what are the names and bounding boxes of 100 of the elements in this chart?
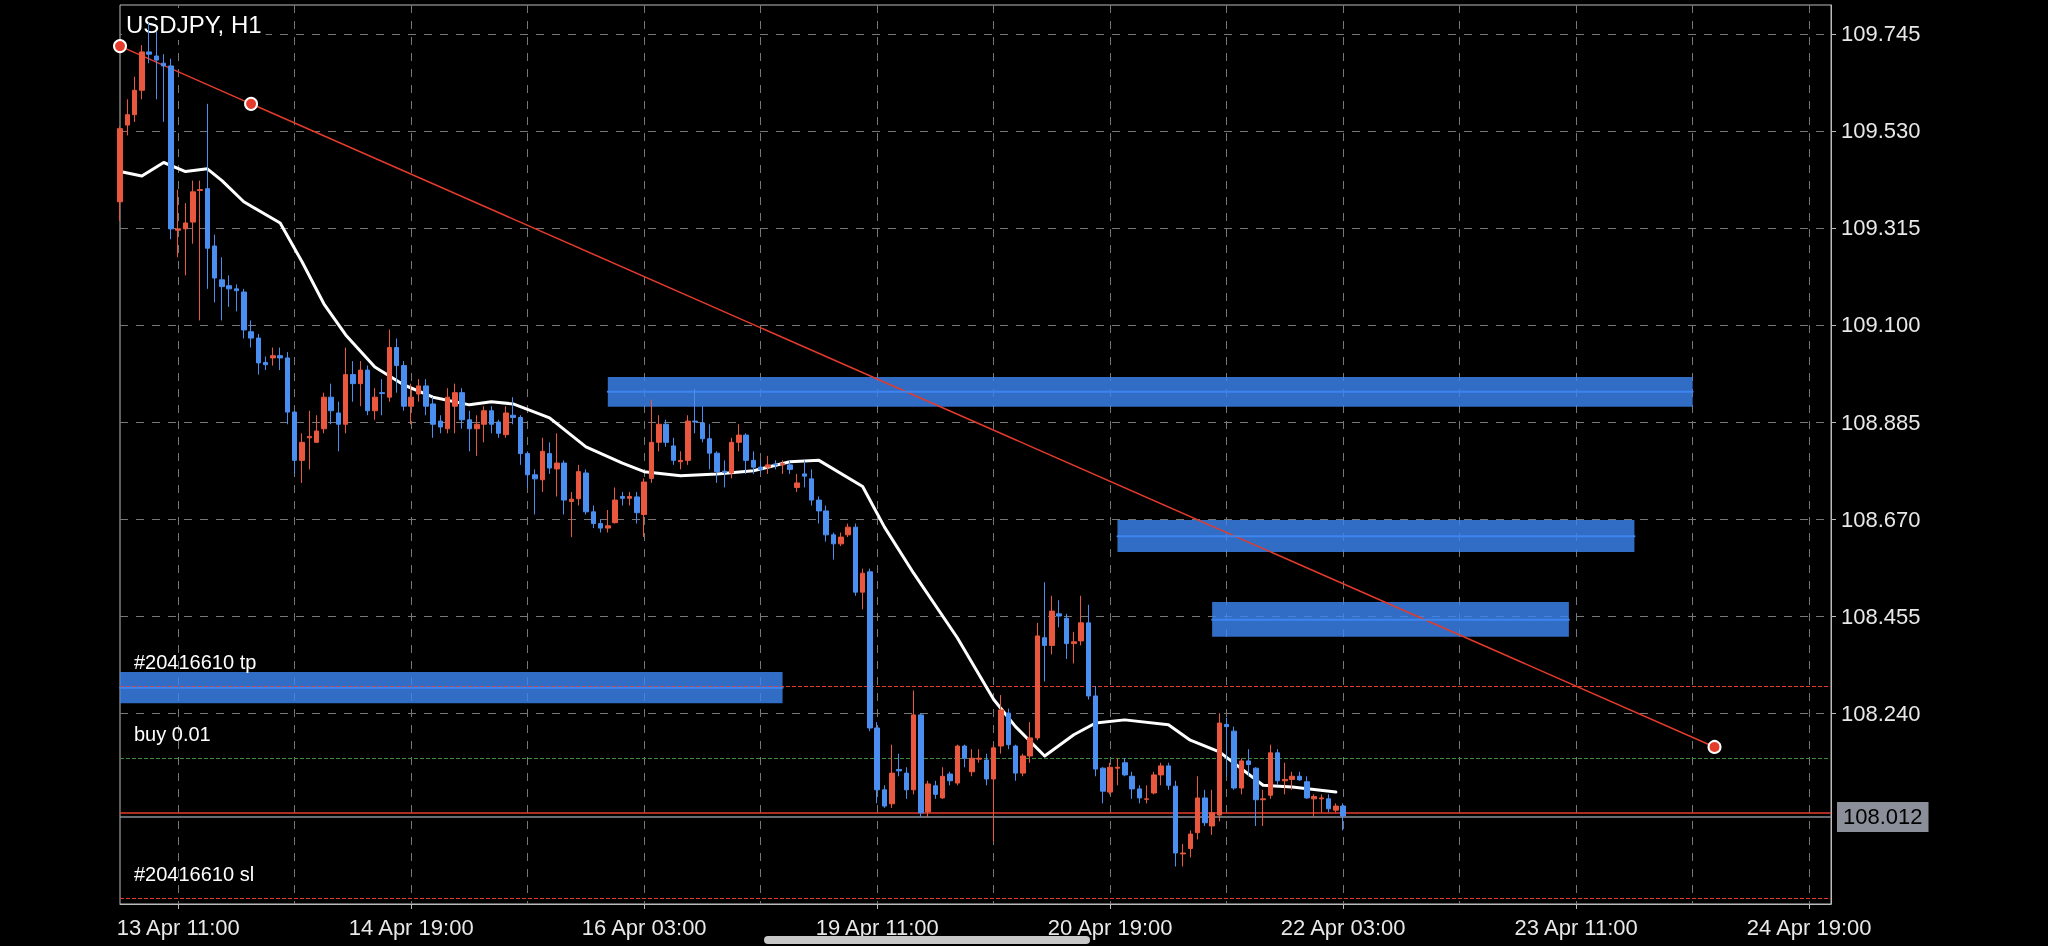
candlestick [1107,762,1113,795]
candlestick [263,356,268,371]
candlestick [1311,793,1317,818]
candlestick [598,518,603,534]
candlestick [161,53,166,123]
candlestick [132,76,137,123]
x-tick-label: 24 Apr 19:00 [1746,914,1872,940]
x-tick-label: 23 Apr 11:00 [1514,914,1638,940]
candlestick [1319,793,1324,813]
candlestick [459,387,465,430]
candlestick [1093,685,1098,777]
candlestick [991,744,996,843]
candlestick [547,441,552,475]
candlestick [168,58,174,240]
candlestick [751,450,756,475]
candlestick [175,189,181,258]
candlestick [802,459,807,488]
candlestick [1260,789,1266,827]
candlestick [671,437,676,466]
candlestick [408,383,414,425]
candlestick [314,414,319,443]
y-tick-label: 108.670 [1841,506,1921,532]
candlestick [758,459,763,475]
x-tick-label: 19 Apr 11:00 [815,914,939,940]
candlestick [401,360,407,412]
candlestick [183,202,188,276]
candlestick [1231,726,1237,791]
candlestick [416,378,421,403]
candlestick [707,423,712,470]
candlestick [307,410,312,470]
candlestick [794,473,800,493]
candlestick [387,328,392,403]
candlestick [1224,717,1229,777]
candlestick [882,784,887,809]
candlestick [1239,757,1244,795]
candlestick [270,347,276,367]
ref-line-label: buy 0.01 [134,723,211,746]
candlestick [1253,766,1259,827]
x-tick-label: 14 Apr 19:00 [348,914,474,940]
candlestick [984,753,989,786]
candlestick [860,568,865,610]
candlestick [292,410,297,475]
y-tick-label: 109.530 [1841,118,1921,144]
y-tick-label: 108.885 [1841,409,1921,435]
candlestick [190,180,196,245]
chart-title: USDJPY, H1 [126,10,262,38]
candlestick [467,410,472,452]
candlestick [1326,793,1331,813]
candlestick [518,414,523,466]
candlestick [125,98,130,136]
y-tick-label: 109.745 [1841,21,1921,47]
candlestick [285,351,290,425]
y-tick-label: 108.240 [1841,700,1921,726]
candlestick [1304,775,1310,800]
candlestick [510,396,516,425]
candlestick [1115,757,1120,786]
candlestick [998,694,1004,755]
candlestick [1129,771,1135,800]
candlestick [904,766,909,800]
candlestick [620,491,625,506]
point [1707,739,1722,754]
candlestick [328,383,334,425]
candlestick [787,459,793,475]
candlestick [1064,613,1069,660]
candlestick [532,468,538,516]
candlestick [714,450,720,484]
candlestick [496,419,501,439]
candlestick [692,388,698,434]
candlestick [197,180,203,321]
candlestick [940,766,945,800]
candlestick [554,432,560,497]
candlestick [1340,802,1346,831]
candlestick [765,455,771,475]
candlestick [612,486,618,525]
candlestick [918,712,924,818]
candlestick [117,125,123,222]
candlestick [1122,757,1128,777]
candlestick [139,44,145,100]
candlestick [277,347,283,371]
candlestick [248,319,254,349]
candlestick [933,780,938,800]
candlestick [336,401,341,452]
candlestick [241,288,247,340]
candlestick [656,414,662,452]
candlestick [212,234,217,303]
candlestick [1297,771,1302,782]
candlestick [853,523,858,597]
candlestick [649,399,654,484]
candlestick [1268,744,1273,800]
candlestick [1333,802,1339,813]
candlestick [1180,843,1186,868]
candlestick [627,491,632,506]
candlestick [780,459,785,475]
candlestick [1137,784,1142,804]
candlestick [1035,622,1040,741]
candlestick [605,509,611,534]
candlestick [445,387,450,434]
x-tick-label: 22 Apr 03:00 [1280,914,1406,940]
x-tick-label: 13 Apr 11:00 [116,914,240,940]
candlestick [256,333,261,376]
